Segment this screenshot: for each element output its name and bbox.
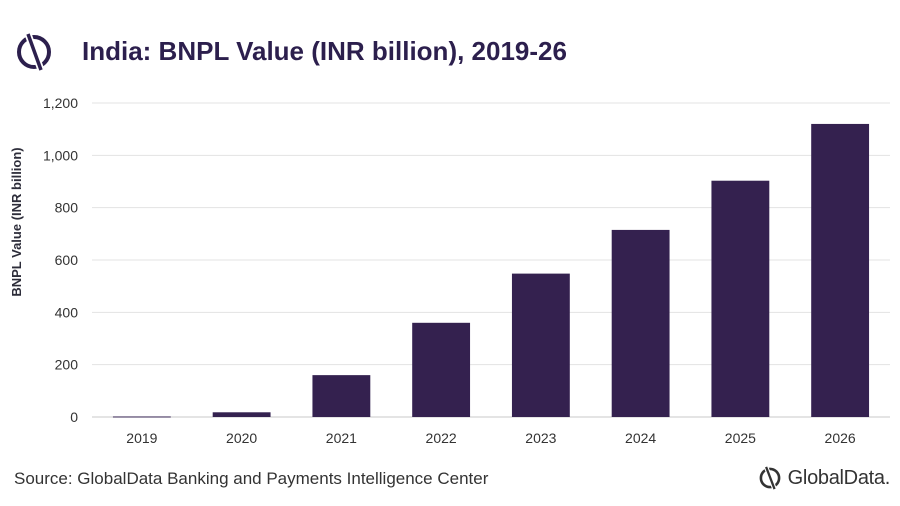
bar-2021: [312, 375, 371, 417]
source-note: Source: GlobalData Banking and Payments …: [14, 469, 489, 488]
x-tick-label: 2020: [226, 430, 257, 446]
chart-title: India: BNPL Value (INR billion), 2019-26: [82, 36, 567, 66]
brand-name: GlobalData.: [787, 466, 891, 489]
y-tick-label: 400: [55, 304, 79, 320]
x-tick-label: 2019: [126, 430, 157, 446]
bar-2025: [711, 180, 770, 417]
bar-2024: [611, 229, 670, 417]
bar-2019: [112, 416, 171, 418]
bars: [112, 123, 870, 418]
x-tick-label: 2023: [525, 430, 556, 446]
globaldata-brand-icon: [759, 466, 781, 490]
y-tick-label: 800: [55, 200, 79, 216]
x-tick-label: 2021: [326, 430, 357, 446]
x-tick-label: 2025: [725, 430, 756, 446]
bar-2023: [511, 273, 570, 417]
bar-2020: [212, 412, 271, 417]
bar-2022: [412, 322, 471, 417]
bar-2026: [811, 123, 870, 417]
gridlines: [92, 102, 890, 418]
y-tick-label: 1,000: [43, 147, 78, 163]
y-tick-label: 200: [55, 357, 79, 373]
y-axis-ticks: 0 200 400 600 800 1,000 1,200: [43, 95, 78, 425]
brand-logo: GlobalData.: [757, 462, 890, 494]
x-tick-label: 2026: [825, 430, 856, 446]
x-axis-ticks: 2019 2020 2021 2022 2023 2024 2025 2026: [126, 430, 856, 446]
y-axis-label: BNPL Value (INR billion): [9, 147, 24, 296]
globaldata-logo-icon: [17, 32, 51, 72]
x-tick-label: 2024: [625, 430, 656, 446]
x-tick-label: 2022: [426, 430, 457, 446]
y-tick-label: 0: [70, 409, 78, 425]
y-tick-label: 1,200: [43, 95, 78, 111]
y-tick-label: 600: [55, 252, 79, 268]
